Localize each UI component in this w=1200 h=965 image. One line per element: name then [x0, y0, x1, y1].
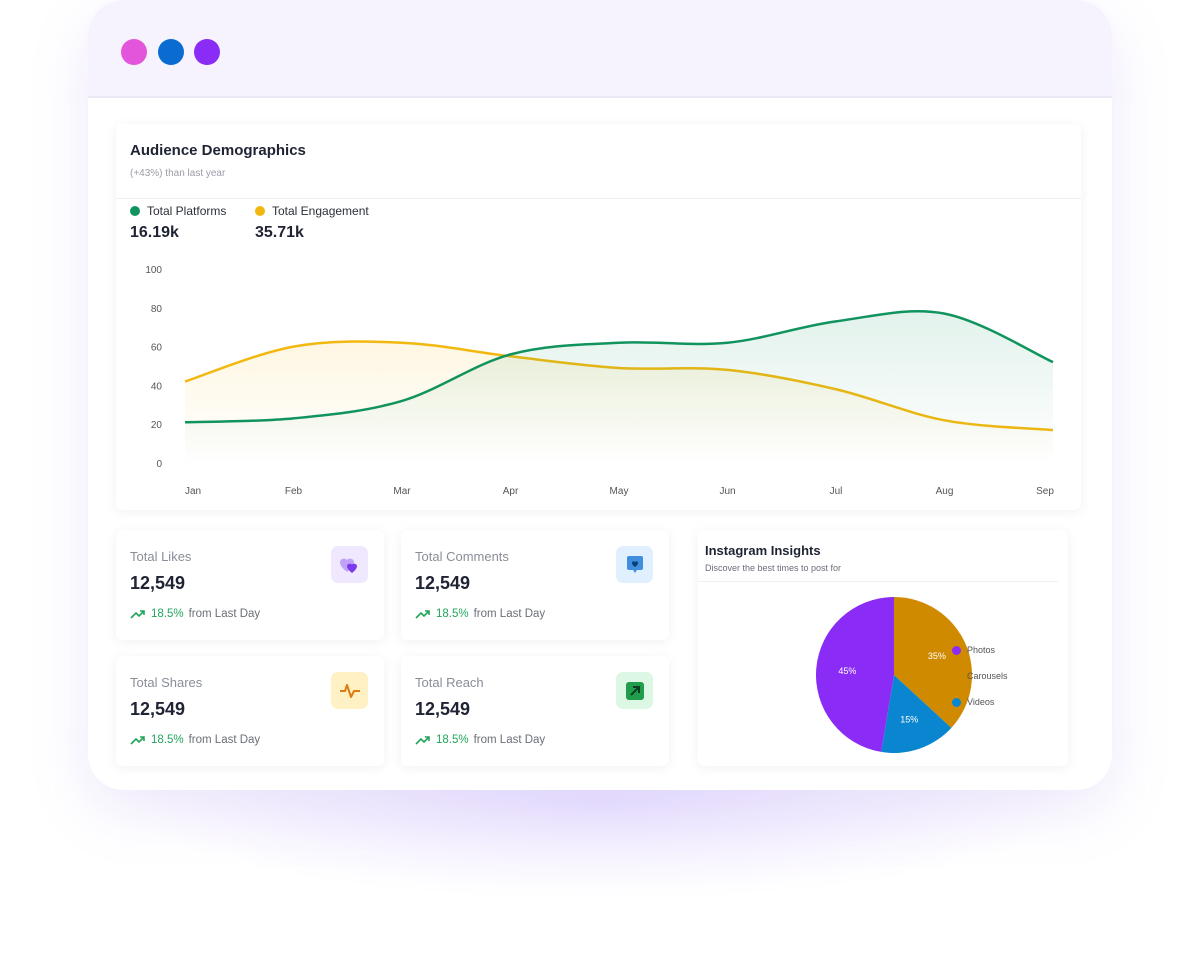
pie-chart: 35% 15% 45%	[816, 597, 972, 753]
legend-dot	[952, 697, 961, 707]
stat-value: 12,549	[130, 573, 186, 593]
legend-label: Photos	[967, 645, 996, 655]
legend-dot	[130, 206, 140, 216]
legend-label: Total Platforms	[147, 204, 227, 218]
stat-title: Total Likes	[130, 549, 192, 564]
legend-total-engagement: Total Engagement	[255, 204, 369, 218]
stat-title: Total Reach	[415, 675, 484, 690]
card-subtitle: Discover the best times to post for	[705, 563, 842, 573]
card-title: Audience Demographics	[130, 142, 306, 159]
x-tick-label: Feb	[285, 486, 303, 497]
stat-change-label: from Last Day	[473, 734, 546, 746]
stat-change-percent: 18.5%	[436, 608, 469, 620]
legend-videos: Videos	[952, 697, 994, 707]
stat-change-label: from Last Day	[188, 734, 261, 746]
stat-change: 18.5% from Last Day	[130, 608, 260, 620]
divider	[698, 581, 1058, 582]
pie-label: 15%	[900, 714, 918, 724]
stat-change: 18.5% from Last Day	[415, 608, 545, 620]
stat-change-label: from Last Day	[188, 608, 261, 620]
pie-slice-carousels[interactable]	[894, 597, 972, 728]
stat-change: 18.5% from Last Day	[415, 734, 545, 746]
stat-value: 12,549	[415, 573, 471, 593]
stat-change-label: from Last Day	[473, 608, 546, 620]
line-chart: 0 20 40 60 80 100 Jan Feb Mar Apr May Jun Jul Aug Sep	[145, 265, 1054, 497]
legend-label: Total Engagement	[272, 204, 369, 218]
trend-up-icon	[415, 610, 430, 619]
comment-heart-icon	[616, 546, 653, 583]
y-tick-label: 100	[145, 265, 162, 276]
pie-slice-videos[interactable]	[881, 675, 952, 753]
x-tick-label: Jan	[185, 486, 201, 497]
total-platforms-value: 16.19k	[130, 224, 179, 241]
series-area-total-platforms	[185, 311, 1053, 463]
y-tick-label: 0	[156, 459, 162, 470]
y-tick-label: 20	[151, 420, 163, 431]
legend-total-platforms: Total Platforms	[130, 204, 226, 218]
trend-up-icon	[415, 736, 430, 745]
pie-slice-photos[interactable]	[816, 597, 894, 752]
x-tick-label: May	[610, 486, 629, 497]
stat-change-percent: 18.5%	[151, 608, 184, 620]
stat-change: 18.5% from Last Day	[130, 734, 260, 746]
title-bar	[88, 0, 1112, 98]
x-tick-label: Sep	[1036, 486, 1054, 497]
stat-card-total-comments: Total Comments 12,549 18.5% from Last Day	[401, 530, 669, 640]
x-tick-label: Apr	[503, 486, 519, 497]
stat-title: Total Comments	[415, 549, 509, 564]
stat-value: 12,549	[415, 699, 471, 719]
card-subtitle: (+43%) than last year	[130, 168, 226, 179]
legend-dot	[255, 206, 265, 216]
trend-up-icon	[130, 736, 145, 745]
stat-card-total-reach: Total Reach 12,549 18.5% from Last Day	[401, 656, 669, 766]
legend-label: Carousels	[967, 671, 1008, 681]
stat-change-percent: 18.5%	[151, 734, 184, 746]
app-window: Audience Demographics (+43%) than last y…	[88, 0, 1112, 790]
y-tick-label: 80	[151, 304, 163, 315]
stat-card-total-likes: Total Likes 12,549 18.5% from Last Day	[116, 530, 384, 640]
y-tick-label: 60	[151, 343, 163, 354]
window-dot-pink[interactable]	[121, 39, 147, 65]
stat-title: Total Shares	[130, 675, 203, 690]
pie-label: 35%	[928, 651, 946, 661]
instagram-insights-card: Instagram Insights Discover the best tim…	[698, 530, 1068, 766]
audience-demographics-card: Audience Demographics (+43%) than last y…	[116, 124, 1081, 510]
legend-photos: Photos	[952, 645, 995, 655]
trend-up-icon	[130, 610, 145, 619]
legend-label: Videos	[967, 697, 995, 707]
legend-dot	[952, 671, 961, 681]
divider	[116, 198, 1081, 199]
legend-carousels: Carousels	[952, 671, 1008, 681]
stat-value: 12,549	[130, 699, 186, 719]
hearts-icon	[331, 546, 368, 583]
legend-dot	[952, 645, 961, 655]
x-tick-label: Jul	[830, 486, 843, 497]
card-title: Instagram Insights	[705, 543, 821, 558]
y-tick-label: 40	[151, 381, 163, 392]
stat-card-total-shares: Total Shares 12,549 18.5% from Last Day	[116, 656, 384, 766]
stat-change-percent: 18.5%	[436, 734, 469, 746]
x-tick-label: Aug	[936, 486, 954, 497]
pulse-icon	[331, 672, 368, 709]
arrow-up-right-icon	[616, 672, 653, 709]
total-engagement-value: 35.71k	[255, 224, 304, 241]
window-dot-blue[interactable]	[158, 39, 184, 65]
x-tick-label: Mar	[393, 486, 411, 497]
window-dot-purple[interactable]	[194, 39, 220, 65]
x-tick-label: Jun	[719, 486, 735, 497]
pie-label: 45%	[838, 666, 856, 676]
series-line-total-platforms	[184, 310, 1054, 424]
